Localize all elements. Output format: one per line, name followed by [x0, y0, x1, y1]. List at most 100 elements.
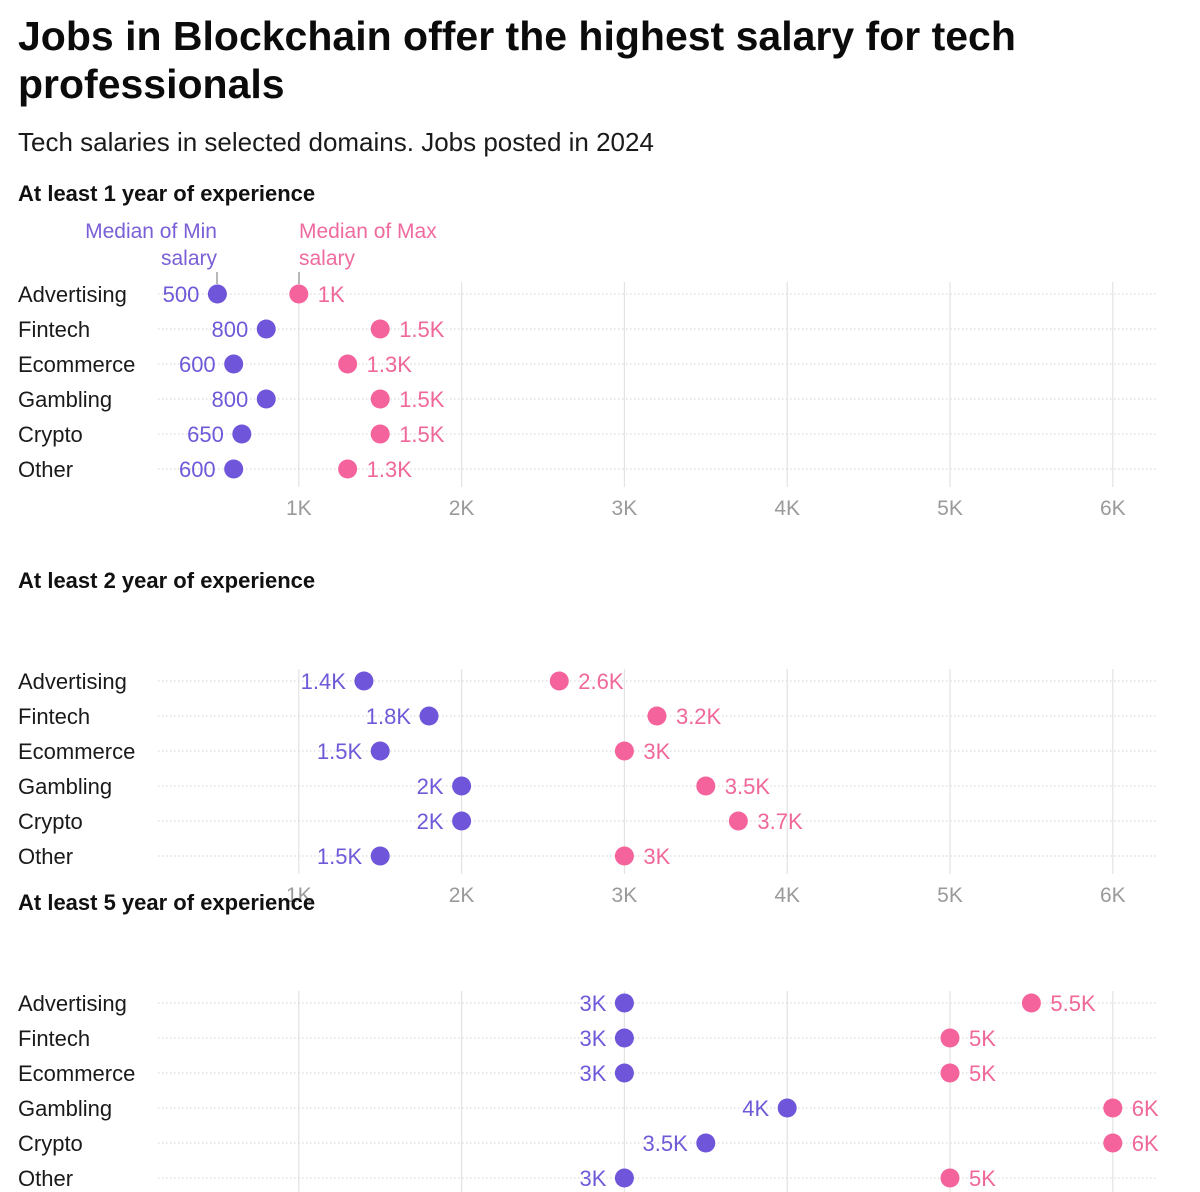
max-value-label: 1.5K [399, 317, 445, 342]
category-label: Ecommerce [18, 1061, 135, 1086]
category-label: Gambling [18, 1096, 112, 1121]
min-value-label: 650 [187, 422, 224, 447]
min-value-label: 3K [579, 1166, 606, 1191]
min-dot [452, 811, 472, 831]
category-label: Crypto [18, 422, 83, 447]
max-value-label: 3K [643, 739, 670, 764]
category-label: Crypto [18, 1131, 83, 1156]
max-dot [1103, 1098, 1123, 1118]
max-dot [1021, 993, 1041, 1013]
category-label: Fintech [18, 317, 90, 342]
max-value-label: 5K [969, 1166, 996, 1191]
category-label: Other [18, 1166, 73, 1191]
max-value-label: 6K [1132, 1096, 1159, 1121]
max-dot [728, 811, 748, 831]
min-dot [614, 993, 634, 1013]
max-dot [940, 1028, 960, 1048]
panel-title: At least 2 year of experience [18, 568, 315, 593]
category-label: Gambling [18, 774, 112, 799]
chart-title: Jobs in Blockchain offer the highest sal… [18, 13, 1016, 107]
max-dot [940, 1063, 960, 1083]
min-value-label: 600 [179, 457, 216, 482]
min-dot [614, 1063, 634, 1083]
min-dot [256, 389, 276, 409]
legend-min-line1: Median of Min [85, 220, 217, 243]
x-tick-label: 5K [937, 884, 963, 907]
min-dot [224, 354, 244, 374]
category-label: Advertising [18, 991, 127, 1016]
max-dot [696, 776, 716, 796]
x-tick-label: 2K [449, 884, 475, 907]
x-tick-label: 4K [774, 497, 800, 520]
max-dot [940, 1168, 960, 1188]
max-dot [370, 424, 390, 444]
max-value-label: 3.2K [676, 704, 722, 729]
max-value-label: 5.5K [1050, 991, 1096, 1016]
x-tick-label: 4K [774, 884, 800, 907]
max-dot [338, 354, 358, 374]
x-tick-label: 1K [286, 497, 312, 520]
category-label: Fintech [18, 1026, 90, 1051]
panel-title: At least 1 year of experience [18, 181, 315, 206]
max-value-label: 6K [1132, 1131, 1159, 1156]
max-dot [338, 459, 358, 479]
min-value-label: 800 [212, 387, 249, 412]
min-value-label: 800 [212, 317, 249, 342]
x-tick-label: 3K [612, 884, 638, 907]
legend-max-line1: Median of Max [299, 220, 437, 243]
min-value-label: 3.5K [643, 1131, 689, 1156]
min-value-label: 600 [179, 352, 216, 377]
x-tick-label: 1K [286, 884, 312, 907]
min-value-label: 1.4K [301, 669, 347, 694]
max-dot [1103, 1133, 1123, 1153]
legend-min-line2: salary [161, 247, 218, 270]
min-dot [370, 741, 390, 761]
category-label: Crypto [18, 809, 83, 834]
max-dot [614, 741, 634, 761]
min-dot [354, 671, 374, 691]
legend-max-line2: salary [299, 247, 356, 270]
category-label: Advertising [18, 282, 127, 307]
min-dot [614, 1168, 634, 1188]
panel-3: At least 5 year of experience1K2K3K4K5K6… [18, 890, 1159, 1192]
min-value-label: 2K [417, 774, 444, 799]
max-value-label: 3.7K [757, 809, 803, 834]
min-dot [256, 319, 276, 339]
min-dot [614, 1028, 634, 1048]
max-dot [289, 284, 309, 304]
x-tick-label: 3K [612, 497, 638, 520]
max-dot [549, 671, 569, 691]
x-tick-label: 6K [1100, 884, 1126, 907]
min-dot [232, 424, 252, 444]
panel-title: At least 5 year of experience [18, 890, 315, 915]
max-value-label: 5K [969, 1026, 996, 1051]
max-value-label: 1.5K [399, 387, 445, 412]
max-dot [614, 846, 634, 866]
max-dot [370, 319, 390, 339]
min-dot [696, 1133, 716, 1153]
max-value-label: 1.5K [399, 422, 445, 447]
min-value-label: 1.5K [317, 844, 363, 869]
min-value-label: 3K [579, 1026, 606, 1051]
category-label: Ecommerce [18, 352, 135, 377]
x-tick-label: 2K [449, 497, 475, 520]
min-dot [224, 459, 244, 479]
max-value-label: 1.3K [367, 352, 413, 377]
min-dot [419, 706, 439, 726]
category-label: Ecommerce [18, 739, 135, 764]
min-value-label: 500 [163, 282, 200, 307]
max-dot [370, 389, 390, 409]
min-value-label: 1.5K [317, 739, 363, 764]
min-value-label: 2K [417, 809, 444, 834]
max-value-label: 1.3K [367, 457, 413, 482]
min-dot [370, 846, 390, 866]
max-value-label: 5K [969, 1061, 996, 1086]
category-label: Other [18, 457, 73, 482]
max-value-label: 2.6K [578, 669, 624, 694]
x-tick-label: 5K [937, 497, 963, 520]
category-label: Fintech [18, 704, 90, 729]
panel-1: At least 1 year of experience 1K 2K 3K 4K 5K 6… [18, 181, 1158, 520]
max-value-label: 3.5K [725, 774, 771, 799]
category-label: Advertising [18, 669, 127, 694]
